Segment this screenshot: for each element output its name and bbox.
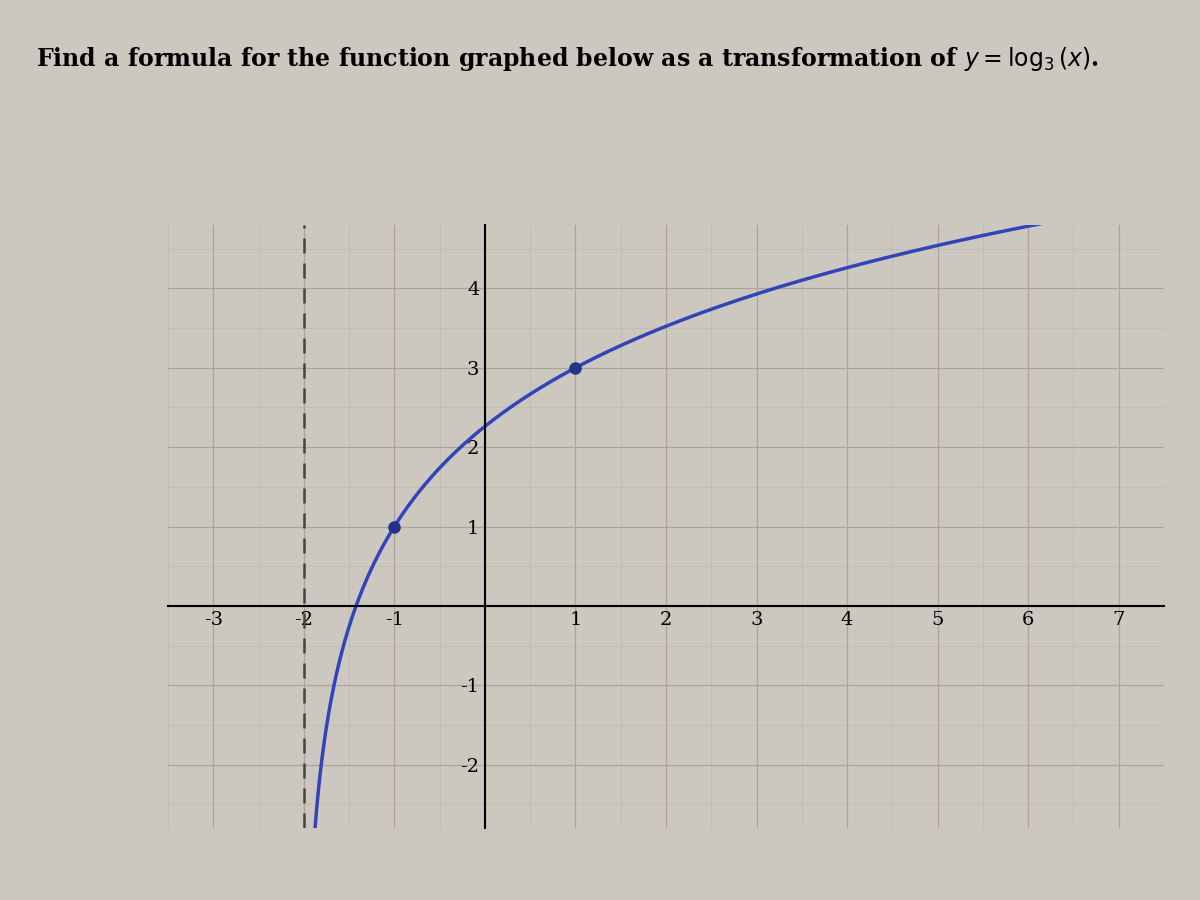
Text: Find a formula for the function graphed below as a transformation of $y = \log_3: Find a formula for the function graphed … (36, 45, 1099, 73)
